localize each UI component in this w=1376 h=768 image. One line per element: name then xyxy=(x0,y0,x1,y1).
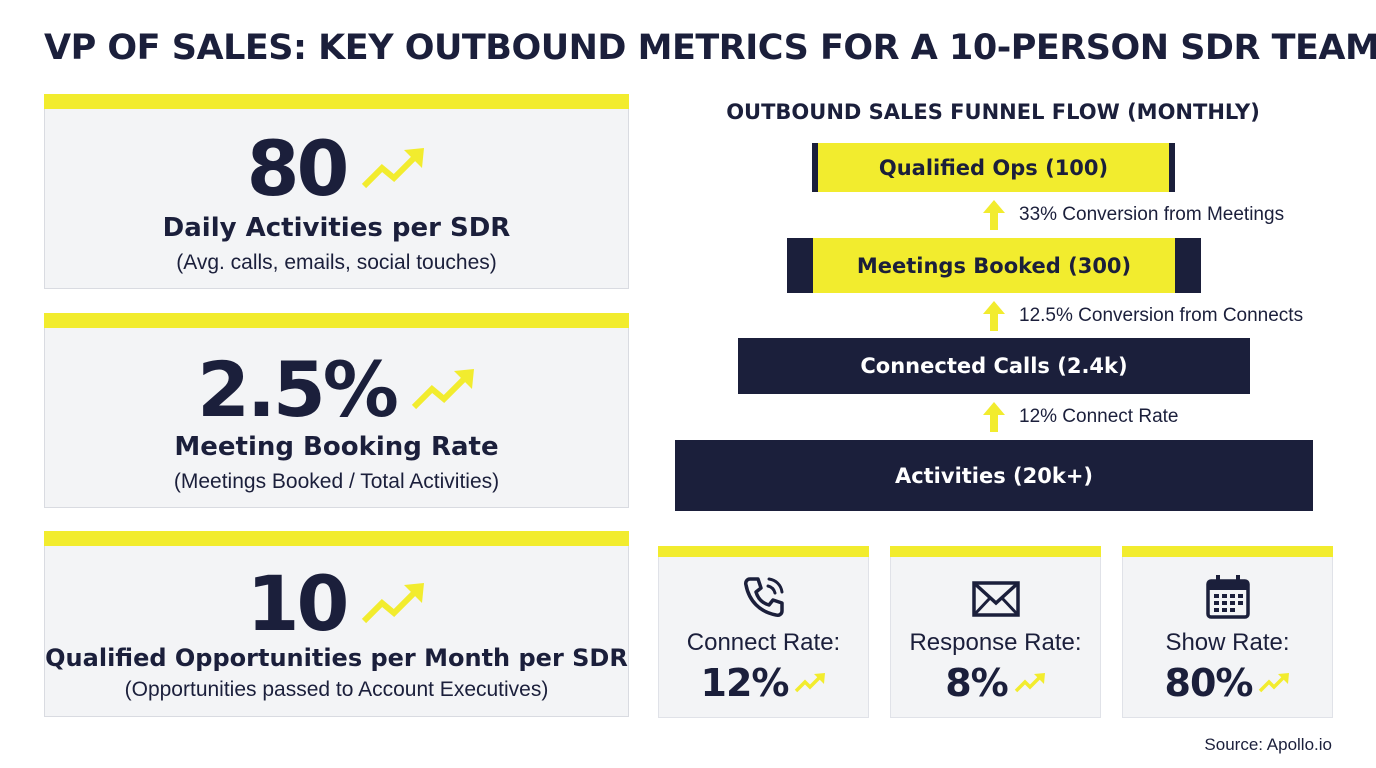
stage-label: Meetings Booked (300) xyxy=(856,253,1132,278)
card-accent-bar xyxy=(1122,546,1333,557)
rate-card-response: Response Rate: 8% xyxy=(890,546,1101,718)
rate-card-connect: Connect Rate: 12% xyxy=(658,546,869,718)
arrow-up-icon xyxy=(983,402,1005,432)
rate-label: Response Rate: xyxy=(909,629,1082,656)
trend-up-icon xyxy=(360,581,426,627)
card-accent-bar xyxy=(44,313,629,328)
page-title: VP OF SALES: KEY OUTBOUND METRICS FOR A … xyxy=(44,28,1376,68)
kpi-subtitle: (Avg. calls, emails, social touches) xyxy=(176,251,497,274)
phone-icon xyxy=(659,573,868,621)
conversion-label: 12% Connect Rate xyxy=(1019,406,1179,427)
kpi-value: 10 xyxy=(246,559,350,648)
conversion-activities-to-connects: 12% Connect Rate xyxy=(983,402,1179,432)
stage-label: Activities (20k+) xyxy=(894,463,1094,488)
card-accent-bar xyxy=(44,531,629,546)
rate-value: 12% xyxy=(700,661,790,705)
funnel-stage-activities: Activities (20k+) xyxy=(675,440,1313,511)
conversion-label: 12.5% Conversion from Connects xyxy=(1019,305,1304,326)
card-accent-bar xyxy=(658,546,869,557)
kpi-value: 2.5% xyxy=(197,345,399,434)
conversion-label: 33% Conversion from Meetings xyxy=(1019,204,1285,225)
kpi-subtitle: (Opportunities passed to Account Executi… xyxy=(124,678,549,701)
kpi-label: Meeting Booking Rate xyxy=(174,432,499,462)
stage-label: Connected Calls (2.4k) xyxy=(860,354,1128,378)
arrow-up-icon xyxy=(983,200,1005,230)
rate-label: Show Rate: xyxy=(1165,629,1290,656)
stage-label: Qualified Ops (100) xyxy=(878,155,1109,180)
funnel-stage-meetings-booked: Meetings Booked (300) xyxy=(787,238,1201,293)
trend-up-icon xyxy=(1259,673,1290,693)
kpi-value: 80 xyxy=(246,124,350,213)
trend-up-icon xyxy=(410,367,476,413)
envelope-icon xyxy=(891,573,1100,619)
rate-card-show: Show Rate: 80% xyxy=(1122,546,1333,718)
kpi-card-daily-activities: 80 Daily Activities per SDR (Avg. calls,… xyxy=(44,94,629,289)
rate-label: Connect Rate: xyxy=(686,629,841,656)
arrow-up-icon xyxy=(983,301,1005,331)
kpi-card-qualified-opportunities: 10 Qualified Opportunities per Month per… xyxy=(44,531,629,717)
conversion-connects-to-meetings: 12.5% Conversion from Connects xyxy=(983,301,1303,331)
funnel-stage-qualified-ops: Qualified Ops (100) xyxy=(812,143,1175,192)
source-note: Source: Apollo.io xyxy=(1204,735,1332,754)
kpi-card-meeting-booking-rate: 2.5% Meeting Booking Rate (Meetings Book… xyxy=(44,313,629,508)
funnel-stage-connected-calls: Connected Calls (2.4k) xyxy=(738,338,1250,394)
rate-value: 8% xyxy=(945,661,1009,705)
trend-up-icon xyxy=(795,673,826,693)
card-accent-bar xyxy=(890,546,1101,557)
rate-value: 80% xyxy=(1164,661,1254,705)
card-accent-bar xyxy=(44,94,629,109)
stage-fill xyxy=(818,143,1169,192)
conversion-meetings-to-ops: 33% Conversion from Meetings xyxy=(983,200,1284,230)
kpi-label: Qualified Opportunities per Month per SD… xyxy=(45,644,628,672)
trend-up-icon xyxy=(360,146,426,192)
kpi-label: Daily Activities per SDR xyxy=(162,213,511,243)
calendar-icon xyxy=(1123,573,1332,621)
trend-up-icon xyxy=(1014,673,1045,693)
funnel-title: OUTBOUND SALES FUNNEL FLOW (MONTHLY) xyxy=(726,100,1260,124)
stage-fill xyxy=(813,238,1175,293)
kpi-subtitle: (Meetings Booked / Total Activities) xyxy=(173,470,500,493)
